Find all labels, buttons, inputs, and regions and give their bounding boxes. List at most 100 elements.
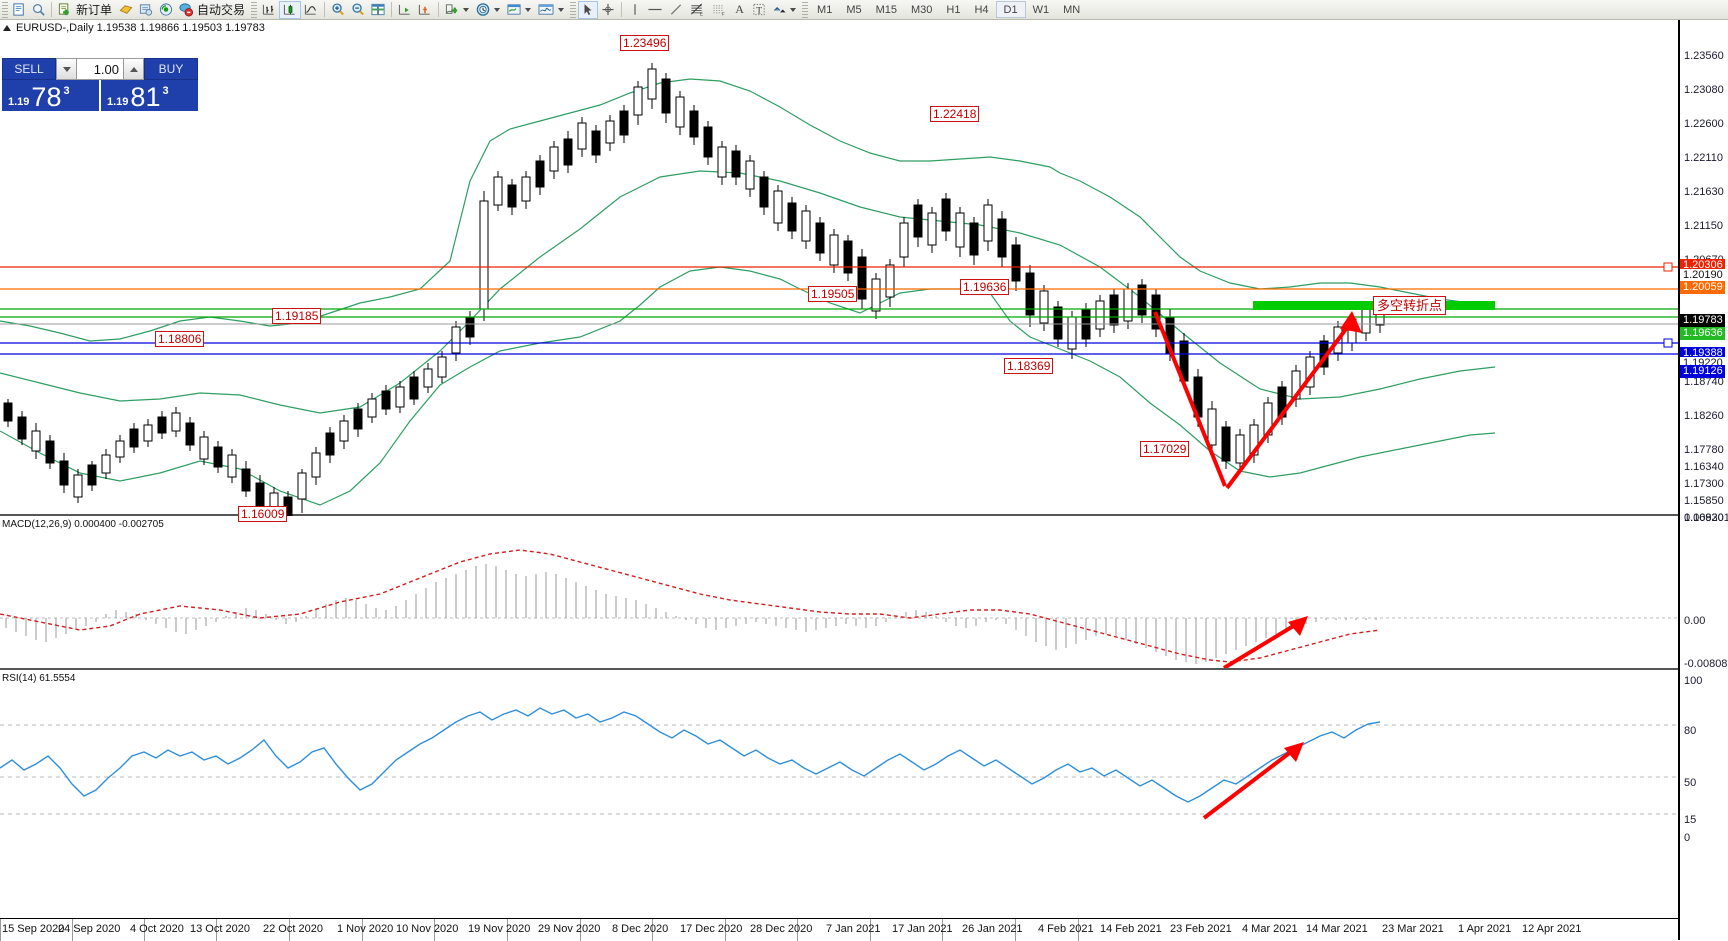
text-icon[interactable]: A [735, 2, 744, 16]
toolbar-grip[interactable] [2, 1, 8, 18]
auto-scroll-icon[interactable] [415, 1, 435, 19]
timeframe-h1[interactable]: H1 [946, 3, 961, 16]
line-chart-icon[interactable] [301, 1, 321, 19]
macd-pane[interactable]: MACD(12,26,9) 0.000400 -0.002705 [0, 518, 1678, 670]
data-window-icon[interactable] [136, 1, 156, 19]
bollinger-middle-band [0, 170, 1496, 414]
indicators-icon[interactable] [442, 1, 462, 19]
rsi-trend-arrow[interactable] [1202, 742, 1304, 820]
templates-icon[interactable] [504, 1, 524, 19]
timeframe-h4[interactable]: H4 [974, 3, 989, 16]
zoom-out-icon[interactable] [348, 1, 368, 19]
chart-window-icon[interactable] [535, 1, 557, 19]
rsi-label: RSI(14) 61.5554 [2, 673, 76, 684]
sell-price-display[interactable]: 1.19 78 3 [2, 80, 99, 111]
rsi-arrow-line[interactable] [1202, 746, 1298, 820]
price-badge-1-19388[interactable]: 1.19388 [1680, 347, 1725, 360]
vertical-line-icon[interactable] [625, 1, 644, 19]
macd-tick-top: 0.009301 [1684, 512, 1728, 524]
date-separator-8 [580, 919, 581, 941]
trendline-icon[interactable] [666, 1, 686, 19]
bar-chart-icon[interactable] [259, 1, 279, 19]
price-badge-1-20306[interactable]: 1.20306 [1680, 259, 1725, 272]
rsi-arrow-head [1284, 742, 1304, 762]
annotation-1-19505[interactable]: 1.19505 [808, 286, 858, 302]
timeframe-m15[interactable]: M15 [875, 3, 897, 16]
crosshair-icon[interactable] [598, 1, 618, 19]
price-pane[interactable]: 1.23496 1.22418 1.19636 1.19505 1.19185 … [0, 21, 1678, 522]
level-handle-1-20306[interactable] [1663, 262, 1673, 272]
draw-objects-icon[interactable] [769, 1, 789, 19]
chinese-annotation-turning-point[interactable]: 多空转折点 [1373, 296, 1447, 315]
search-icon[interactable] [29, 1, 48, 19]
annotation-1-17029[interactable]: 1.17029 [1140, 441, 1190, 457]
level-handle-1-19388[interactable] [1663, 338, 1673, 348]
fibonacci-icon[interactable]: E [686, 1, 708, 19]
timeframe-m30[interactable]: M30 [911, 3, 933, 16]
toolbar-grip-4[interactable] [802, 1, 809, 18]
annotation-1-23496[interactable]: 1.23496 [620, 35, 670, 51]
volume-decrement-button[interactable] [56, 58, 77, 80]
price-badge-1-19126[interactable]: 1.19126 [1680, 365, 1725, 378]
chart-expand-icon[interactable] [3, 24, 11, 31]
period-clock-icon[interactable] [473, 1, 493, 19]
annotation-1-16009[interactable]: 1.16009 [238, 506, 288, 522]
expert-advisor-icon[interactable] [116, 1, 136, 19]
new-order-label[interactable]: 新订单 [76, 3, 113, 17]
buy-button[interactable]: BUY [144, 58, 198, 80]
draw-objects-dropdown-caret[interactable] [790, 7, 797, 12]
candlestick-chart-icon[interactable] [279, 0, 302, 19]
text-label-icon[interactable]: T [749, 1, 769, 19]
channel-icon[interactable]: F [708, 1, 730, 19]
timeframe-d1[interactable]: D1 [995, 1, 1026, 18]
tile-windows-icon[interactable] [368, 1, 388, 19]
one-click-trading-panel[interactable]: SELL 1.00 BUY 1.19 78 3 1.19 81 3 [2, 58, 198, 111]
price-badge-1-20059[interactable]: 1.20059 [1680, 281, 1725, 294]
date-axis[interactable]: 15 Sep 2020 24 Sep 2020 4 Oct 2020 13 Oc… [0, 918, 1678, 941]
chart-window-dropdown-caret[interactable] [558, 7, 565, 12]
timeframe-m1[interactable]: M1 [817, 3, 833, 16]
timeframe-mn[interactable]: MN [1063, 3, 1081, 16]
date-label-0: 15 Sep 2020 [2, 923, 65, 935]
annotation-1-18806[interactable]: 1.18806 [155, 331, 205, 347]
timeframe-w1[interactable]: W1 [1032, 3, 1050, 16]
annotation-1-22418[interactable]: 1.22418 [930, 106, 980, 122]
auto-trading-label[interactable]: 自动交易 [197, 3, 246, 17]
horizontal-line-icon[interactable] [644, 1, 666, 19]
chevron-down-icon [62, 66, 71, 72]
rsi-tick-50: 50 [1684, 777, 1697, 789]
chart-shift-icon[interactable] [395, 1, 415, 19]
signals-icon[interactable] [156, 1, 176, 19]
cursor-icon[interactable] [578, 0, 599, 19]
macd-trend-arrow[interactable] [1222, 616, 1308, 668]
buy-price-display[interactable]: 1.19 81 3 [101, 80, 198, 111]
buy-price-main: 81 [130, 82, 161, 113]
annotation-1-19185[interactable]: 1.19185 [272, 308, 322, 324]
trend-arrow-group[interactable] [1153, 311, 1354, 490]
toolbar-grip-3[interactable] [570, 1, 577, 18]
rsi-pane[interactable]: RSI(14) 61.5554 [0, 672, 1678, 838]
chart-area[interactable]: EURUSD-,Daily 1.19538 1.19866 1.19503 1.… [0, 20, 1728, 941]
annotation-1-19636[interactable]: 1.19636 [960, 279, 1010, 295]
sell-price-prefix: 1.19 [8, 96, 30, 108]
period-dropdown-caret[interactable] [494, 7, 501, 12]
down-leg-arrow-line[interactable] [1153, 311, 1227, 487]
rsi-tick-15: 15 [1684, 814, 1697, 826]
up-leg-arrow-line[interactable] [1225, 319, 1354, 490]
price-badge-1-19636[interactable]: 1.19636 [1680, 327, 1725, 340]
volume-increment-button[interactable] [123, 58, 144, 80]
indicators-dropdown-caret[interactable] [463, 7, 470, 12]
open-chart-icon[interactable] [10, 1, 29, 19]
zoom-in-icon[interactable] [328, 1, 348, 19]
toolbar-grip-2[interactable] [251, 1, 258, 18]
annotation-1-18369[interactable]: 1.18369 [1004, 358, 1054, 374]
new-order-icon[interactable] [55, 1, 75, 19]
auto-trading-icon[interactable] [176, 1, 196, 19]
templates-dropdown-caret[interactable] [525, 7, 532, 12]
volume-input[interactable]: 1.00 [77, 58, 123, 80]
timeframe-m5[interactable]: M5 [846, 3, 862, 16]
volume-stepper[interactable]: 1.00 [56, 58, 144, 80]
macd-arrow-line[interactable] [1222, 620, 1302, 668]
price-scale[interactable]: 1.23560 1.23080 1.22600 1.22110 1.21630 … [1678, 20, 1728, 940]
sell-button[interactable]: SELL [2, 58, 56, 80]
